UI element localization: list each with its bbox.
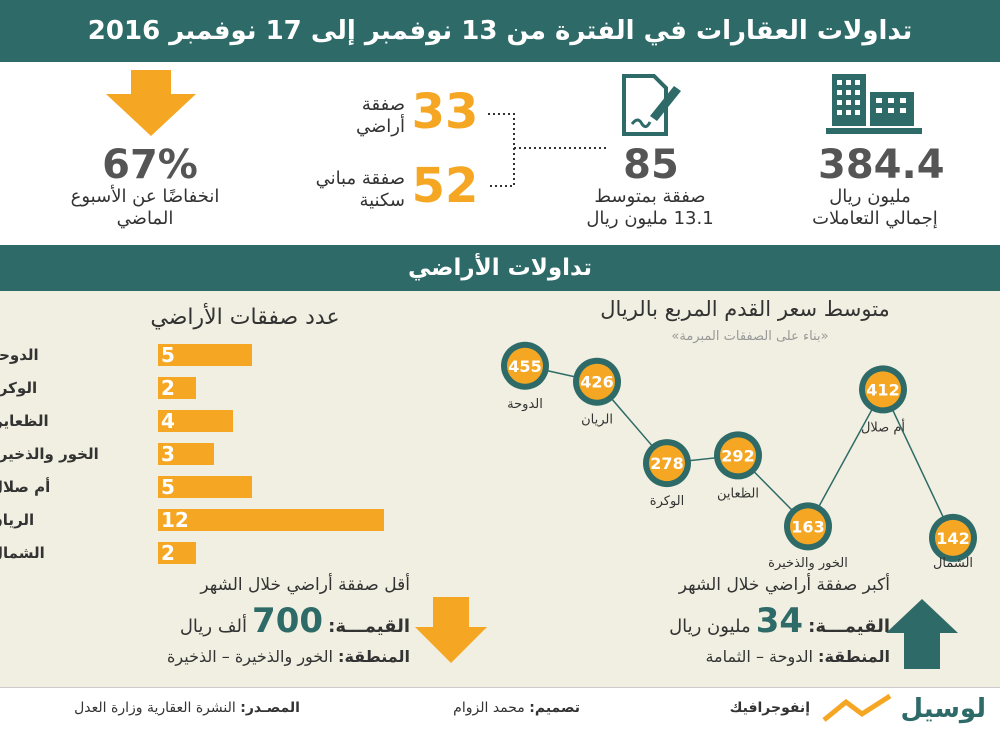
land-deals-caption-2: أراضي bbox=[356, 116, 405, 137]
design-key: تصميم: bbox=[529, 700, 580, 716]
bar-label: الظعاين bbox=[0, 412, 49, 430]
largest-deal-area-row: المنطقة: الدوحة – الثمامة bbox=[600, 647, 890, 666]
total-value: 384.4 bbox=[818, 142, 945, 188]
price-value-label: 412 bbox=[866, 380, 899, 399]
price-category-label: الخور والذخيرة bbox=[768, 556, 848, 571]
deals-average: 13.1 مليون ريال bbox=[586, 208, 714, 229]
price-chart-title: متوسط سعر القدم المربع بالريال bbox=[600, 297, 890, 321]
bar: 4 bbox=[158, 410, 234, 432]
price-category-label: الظعاين bbox=[717, 486, 759, 501]
price-chart: 455 الدوحة 426 الريان 278 الوكرة 292 الظعاين 163… bbox=[501, 341, 977, 571]
price-point-fill bbox=[720, 437, 756, 474]
total-value-unit: مليون ريال bbox=[829, 186, 911, 207]
bar-row: الظعاين 4 bbox=[0, 409, 420, 433]
bar-row: الوكرة 2 bbox=[0, 376, 420, 400]
largest-deal-title: أكبر صفقة أراضي خلال الشهر bbox=[678, 575, 890, 595]
bar: 5 bbox=[158, 344, 252, 366]
largest-deal-value-row: القيمـــة: 34 مليون ريال bbox=[600, 601, 890, 641]
smallest-deal-value: 700 bbox=[252, 601, 324, 641]
price-point-fill bbox=[935, 519, 971, 556]
source-value: النشرة العقارية وزارة العدل bbox=[74, 700, 236, 716]
largest-deal-value-key: القيمـــة: bbox=[808, 616, 890, 637]
bar: 3 bbox=[158, 443, 215, 465]
deals-caption: صفقة بمتوسط bbox=[594, 186, 706, 207]
land-deals-caption-1: صفقة bbox=[361, 94, 405, 115]
price-point-fill bbox=[579, 363, 615, 400]
bar-row: الريان 12 bbox=[0, 508, 420, 532]
buildings-icon bbox=[826, 72, 922, 134]
smallest-deal-title: أقل صفقة أراضي خلال الشهر bbox=[200, 575, 410, 595]
bar-label: الريان bbox=[0, 511, 35, 529]
price-value-label: 163 bbox=[791, 517, 824, 536]
price-value-label: 292 bbox=[721, 446, 754, 465]
price-value-label: 455 bbox=[508, 357, 541, 376]
deals-count: 85 bbox=[623, 142, 679, 188]
brand-logo: لوسيل bbox=[900, 694, 986, 724]
design-value: محمد الزوام bbox=[453, 700, 525, 716]
price-point-fill bbox=[507, 347, 543, 384]
decline-caption-1: انخفاضًا عن الأسبوع bbox=[70, 186, 220, 207]
decline-percent: 67% bbox=[102, 142, 198, 188]
smallest-deal-area-row: المنطقة: الخور والذخيرة – الذخيرة bbox=[60, 647, 410, 666]
largest-deal-area: الدوحة – الثمامة bbox=[705, 647, 813, 666]
price-point-fill bbox=[865, 371, 901, 408]
land-deals-count: 33 bbox=[411, 84, 479, 140]
section-title-land: تداولات الأراضي bbox=[0, 245, 1000, 291]
brand-swoosh-icon bbox=[822, 693, 892, 724]
brand-sub: إنفوجرافيك bbox=[729, 700, 810, 716]
price-chart-subtitle: «بناء على الصفقات المبرمة» bbox=[671, 329, 829, 344]
price-category-label: أم صلال bbox=[861, 418, 905, 435]
smallest-deal-area-key: المنطقة: bbox=[338, 647, 410, 666]
price-category-label: الدوحة bbox=[507, 397, 543, 412]
smallest-deal-unit: ألف ريال bbox=[179, 616, 247, 637]
largest-deal-area-key: المنطقة: bbox=[818, 647, 890, 666]
bar-label: أم صلال bbox=[0, 478, 51, 496]
price-value-label: 142 bbox=[936, 529, 969, 548]
bar-label: الخور والذخيرة bbox=[0, 445, 99, 463]
dotted-connector bbox=[488, 113, 606, 187]
price-category-label: الوكرة bbox=[650, 494, 684, 509]
price-point-fill bbox=[649, 445, 685, 482]
bar-row: الشمال 2 bbox=[0, 541, 420, 565]
building-deals-caption-1: صفقة مباني bbox=[315, 168, 405, 189]
design-credit: تصميم: محمد الزوام bbox=[453, 700, 580, 716]
bar: 5 bbox=[158, 476, 252, 498]
up-arrow-icon bbox=[886, 599, 958, 669]
source-key: المصـدر: bbox=[240, 700, 300, 716]
bar-label: الدوحة bbox=[0, 346, 39, 364]
bar: 12 bbox=[158, 509, 384, 531]
price-category-label: الشمال bbox=[933, 556, 973, 571]
price-value-label: 426 bbox=[580, 373, 613, 392]
price-category-label: الريان bbox=[581, 413, 613, 428]
price-value-label: 278 bbox=[650, 454, 683, 473]
bar: 2 bbox=[158, 377, 196, 399]
down-arrow-icon bbox=[106, 70, 196, 136]
total-value-caption: إجمالي التعاملات bbox=[812, 208, 938, 229]
land-section: عدد صفقات الأراضي الدوحة5الوكرة2الظعاين4… bbox=[0, 291, 1000, 687]
smallest-deal-value-key: القيمـــة: bbox=[328, 616, 410, 637]
decline-caption-2: الماضي bbox=[116, 208, 174, 229]
source-credit: المصـدر: النشرة العقارية وزارة العدل bbox=[74, 700, 300, 716]
down-arrow-small-icon bbox=[415, 597, 487, 663]
largest-deal-value: 34 bbox=[755, 601, 804, 641]
bar-row: الخور والذخيرة 3 bbox=[0, 442, 420, 466]
smallest-deal-value-row: القيمـــة: 700 ألف ريال bbox=[110, 601, 410, 641]
land-count-chart-title: عدد صفقات الأراضي bbox=[150, 305, 340, 330]
land-count-chart: الدوحة 5 الوكرة 2 الظعاين 4 الخور والذخيرة 3 أم … bbox=[0, 343, 420, 573]
bar-row: الدوحة 5 bbox=[0, 343, 420, 367]
bar-label: الشمال bbox=[0, 544, 45, 562]
bar-row: أم صلال 5 bbox=[0, 475, 420, 499]
contract-icon bbox=[620, 72, 684, 138]
building-deals-caption-2: سكنية bbox=[359, 190, 405, 211]
page-title: تداولات العقارات في الفترة من 13 نوفمبر … bbox=[0, 0, 1000, 62]
footer: لوسيل إنفوجرافيك تصميم: محمد الزوام المص… bbox=[0, 687, 1000, 733]
bar: 2 bbox=[158, 542, 196, 564]
smallest-deal-area: الخور والذخيرة – الذخيرة bbox=[167, 647, 333, 666]
price-point-fill bbox=[790, 508, 826, 545]
bar-label: الوكرة bbox=[0, 379, 38, 397]
building-deals-count: 52 bbox=[411, 158, 479, 214]
largest-deal-unit: مليون ريال bbox=[669, 616, 751, 637]
